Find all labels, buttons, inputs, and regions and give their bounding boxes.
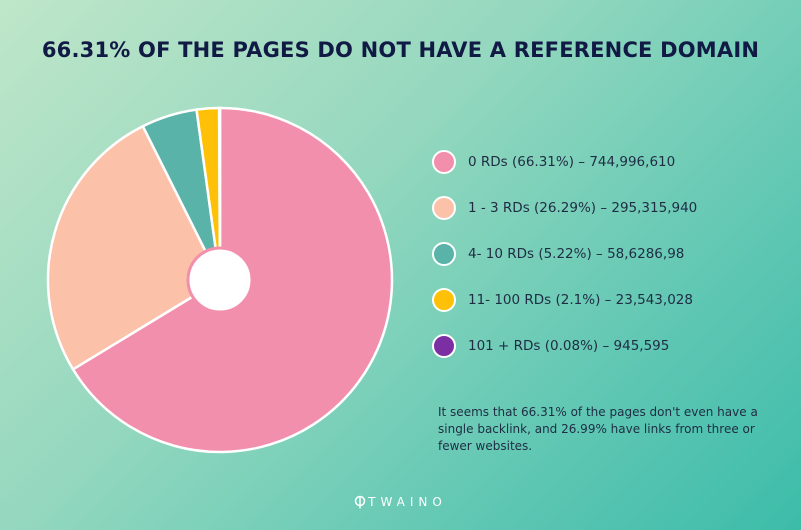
pie-chart xyxy=(46,106,394,454)
legend-swatch xyxy=(432,196,456,220)
legend-label: 11- 100 RDs (2.1%) – 23,543,028 xyxy=(468,292,693,308)
brand-name: TWAINO xyxy=(368,495,447,509)
legend-label: 4- 10 RDs (5.22%) – 58,6286,98 xyxy=(468,246,685,262)
legend-label: 0 RDs (66.31%) – 744,996,610 xyxy=(468,154,676,170)
legend-item: 1 - 3 RDs (26.29%) – 295,315,940 xyxy=(432,194,792,222)
legend-label: 101 + RDs (0.08%) – 945,595 xyxy=(468,338,670,354)
legend-item: 101 + RDs (0.08%) – 945,595 xyxy=(432,332,792,360)
chart-note: It seems that 66.31% of the pages don't … xyxy=(438,405,758,453)
legend-item: 0 RDs (66.31%) – 744,996,610 xyxy=(432,148,792,176)
twaino-logo: TWAINO xyxy=(0,495,801,509)
legend-swatch xyxy=(432,334,456,358)
legend-label: 1 - 3 RDs (26.29%) – 295,315,940 xyxy=(468,200,698,216)
legend-item: 4- 10 RDs (5.22%) – 58,6286,98 xyxy=(432,240,792,268)
legend-swatch xyxy=(432,242,456,266)
pie-slice xyxy=(217,106,222,281)
chart-title: 66.31% OF THE PAGES DO NOT HAVE A REFERE… xyxy=(41,38,760,62)
legend-swatch xyxy=(432,150,456,174)
legend-swatch xyxy=(432,288,456,312)
legend-item: 11- 100 RDs (2.1%) – 23,543,028 xyxy=(432,286,792,314)
pie-center-hole xyxy=(186,246,254,314)
legend: 0 RDs (66.31%) – 744,996,610 1 - 3 RDs (… xyxy=(432,148,792,378)
pie-slice xyxy=(46,124,222,372)
logo-mark-icon xyxy=(354,495,366,509)
